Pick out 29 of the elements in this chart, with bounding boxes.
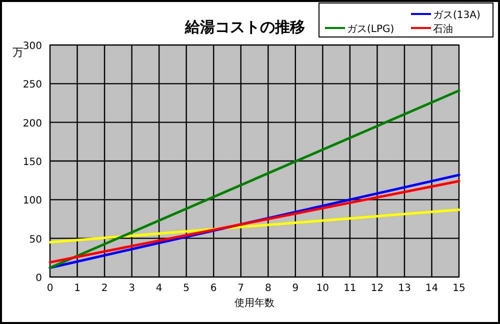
- x-tick-label: 9: [292, 283, 299, 294]
- x-tick-label: 7: [238, 283, 244, 294]
- y-tick-label: 200: [22, 118, 42, 130]
- legend-label: 石油: [433, 23, 453, 35]
- chart-title: 給湯コストの推移: [184, 18, 305, 36]
- y-tick-label: 100: [22, 196, 42, 207]
- legend-label: ガス(13A): [433, 10, 480, 21]
- x-tick-label: 8: [264, 283, 272, 294]
- y-tick-label: 0: [36, 273, 42, 284]
- x-tick-label: 15: [452, 283, 466, 294]
- y-tick-label: 50: [29, 234, 42, 246]
- x-tick-label: 11: [344, 283, 356, 294]
- x-axis-title: 使用年数: [234, 297, 274, 309]
- y-tick-label: 300: [22, 41, 42, 52]
- y-tick-label: 150: [22, 157, 42, 168]
- y-axis-title: 万: [12, 46, 24, 59]
- x-tick-label: 5: [183, 283, 190, 294]
- x-tick-label: 10: [316, 283, 330, 294]
- x-tick-label: 12: [370, 283, 384, 294]
- x-tick-label: 0: [46, 283, 54, 294]
- x-tick-label: 4: [156, 283, 162, 294]
- x-tick-label: 2: [101, 283, 108, 294]
- x-tick-label: 3: [128, 283, 135, 294]
- legend-label: ガス(LPG): [347, 24, 394, 35]
- x-tick-label: 6: [210, 283, 217, 294]
- y-tick-label: 250: [22, 80, 42, 91]
- x-tick-label: 13: [398, 283, 411, 294]
- x-tick-label: 1: [74, 283, 80, 294]
- x-tick-label: 14: [425, 283, 438, 294]
